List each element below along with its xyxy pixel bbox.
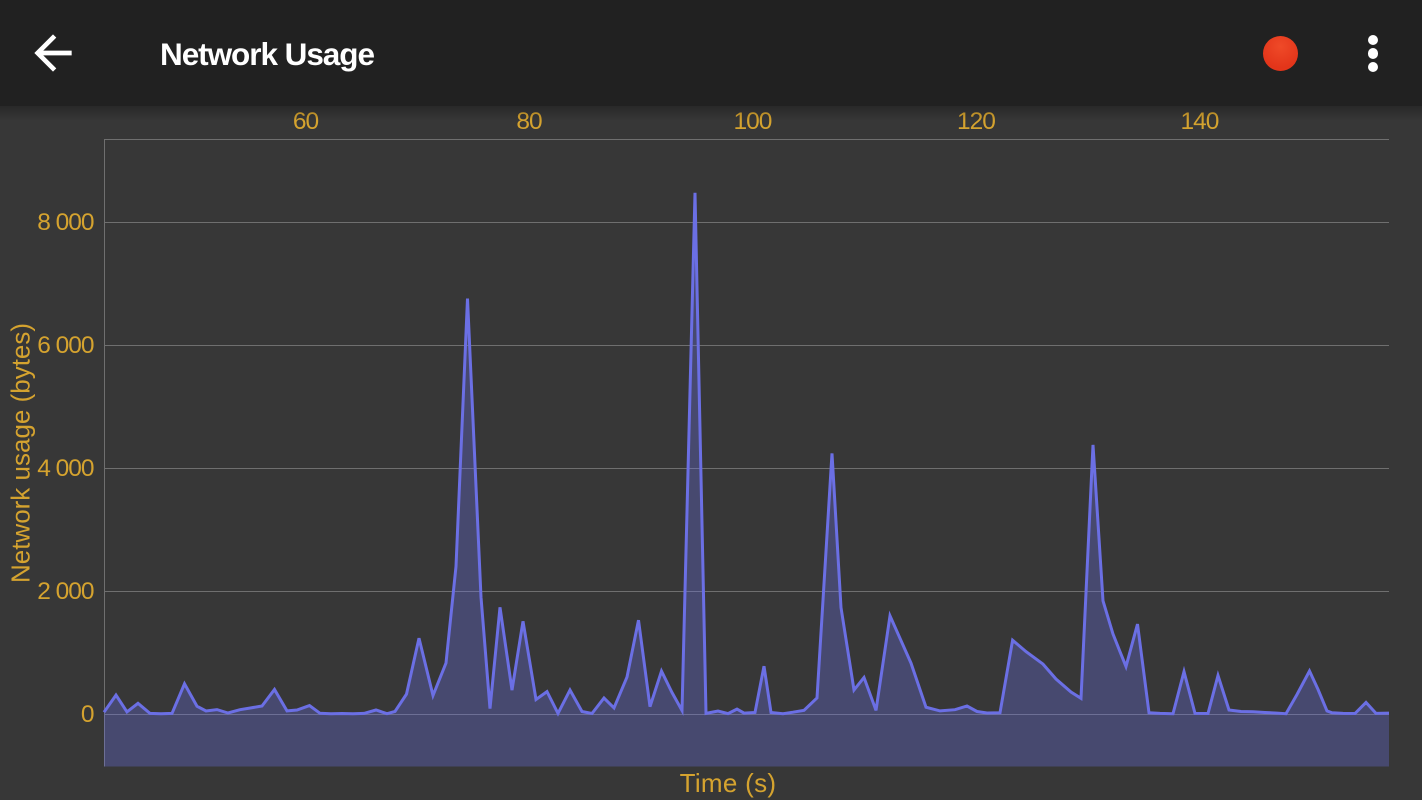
svg-text:4 000: 4 000	[37, 455, 94, 482]
svg-text:80: 80	[516, 108, 542, 135]
svg-text:Network usage (bytes): Network usage (bytes)	[6, 323, 36, 583]
svg-text:0: 0	[81, 701, 94, 728]
svg-text:Time (s): Time (s)	[680, 768, 777, 798]
svg-text:2 000: 2 000	[37, 578, 94, 605]
svg-text:120: 120	[957, 108, 995, 135]
svg-text:6 000: 6 000	[37, 332, 94, 359]
svg-text:100: 100	[734, 108, 772, 135]
svg-text:60: 60	[293, 108, 319, 135]
svg-text:8 000: 8 000	[37, 209, 94, 236]
svg-text:140: 140	[1181, 108, 1219, 135]
